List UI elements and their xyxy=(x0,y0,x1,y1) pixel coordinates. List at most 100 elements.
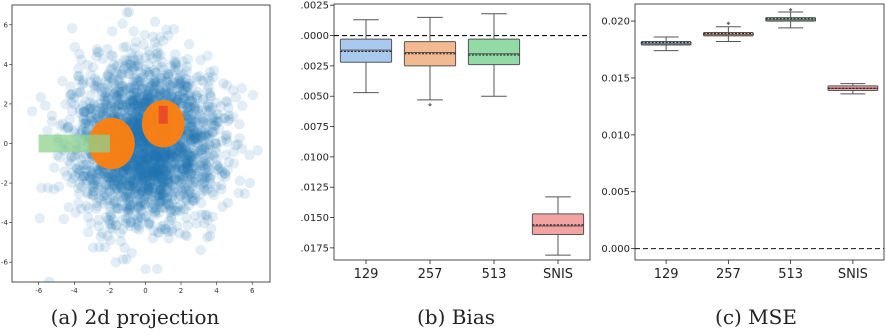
scatter-point xyxy=(181,99,192,110)
x-tick-label: 513 xyxy=(482,267,507,282)
scatter-point xyxy=(185,120,196,131)
scatter-point xyxy=(123,193,134,204)
scatter-point xyxy=(211,154,222,165)
scatter-point xyxy=(186,115,198,127)
scatter-point xyxy=(136,176,147,187)
scatter-point xyxy=(132,87,143,98)
scatter-point xyxy=(156,180,167,191)
scatter-point xyxy=(136,187,147,199)
scatter-point xyxy=(190,133,202,144)
scatter-point xyxy=(148,166,160,178)
scatter-point xyxy=(147,160,159,171)
scatter-point xyxy=(141,152,153,164)
scatter-point xyxy=(182,108,194,119)
scatter-point xyxy=(182,161,193,173)
scatter-point xyxy=(189,131,201,142)
scatter-point xyxy=(147,165,158,176)
scatter-point xyxy=(124,105,135,116)
scatter-point xyxy=(184,168,196,179)
scatter-point xyxy=(112,68,124,80)
scatter-point xyxy=(172,64,184,75)
scatter-point xyxy=(46,110,58,121)
scatter-point xyxy=(223,115,234,127)
scatter-point xyxy=(216,136,228,147)
scatter-point xyxy=(177,146,188,158)
scatter-point xyxy=(121,7,133,18)
scatter-point xyxy=(93,221,105,232)
scatter-point xyxy=(155,49,166,61)
scatter-point xyxy=(130,36,142,47)
scatter-point xyxy=(129,88,140,99)
scatter-point xyxy=(167,180,178,191)
scatter-point xyxy=(185,187,197,198)
scatter-point xyxy=(140,52,151,63)
scatter-point xyxy=(130,222,142,234)
scatter-point xyxy=(120,110,132,121)
scatter-point xyxy=(73,183,84,194)
scatter-point xyxy=(80,96,91,107)
scatter-point xyxy=(196,125,207,137)
scatter-point xyxy=(204,230,216,242)
scatter-point xyxy=(205,170,217,181)
scatter-point xyxy=(142,92,154,103)
scatter-point xyxy=(105,209,116,221)
scatter-point xyxy=(151,49,162,60)
scatter-point xyxy=(165,154,176,166)
scatter-point xyxy=(145,163,157,174)
scatter-point xyxy=(130,161,142,172)
scatter-point xyxy=(203,164,215,175)
scatter-point xyxy=(124,180,135,191)
scatter-point xyxy=(184,185,195,197)
scatter-point xyxy=(192,93,203,104)
scatter-point xyxy=(149,146,161,158)
scatter-point xyxy=(169,91,181,103)
scatter-point xyxy=(140,149,152,160)
scatter-point xyxy=(203,140,215,151)
scatter-point xyxy=(132,101,143,112)
scatter-point xyxy=(182,155,193,166)
scatter-point xyxy=(118,99,129,110)
scatter-point xyxy=(149,37,161,49)
scatter-point xyxy=(156,73,167,84)
scatter-point xyxy=(203,106,215,117)
scatter-point xyxy=(186,135,197,146)
scatter-point xyxy=(130,188,141,199)
scatter-point xyxy=(154,82,165,94)
scatter-point xyxy=(138,69,149,80)
scatter-point xyxy=(131,128,143,139)
scatter-point xyxy=(161,174,172,185)
scatter-point xyxy=(83,103,94,114)
scatter-point xyxy=(279,123,289,133)
scatter-point xyxy=(108,78,119,89)
scatter-point xyxy=(132,121,144,133)
scatter-point xyxy=(120,85,132,96)
scatter-point xyxy=(152,41,163,53)
scatter-point xyxy=(170,194,181,205)
scatter-point xyxy=(112,176,123,187)
scatter-point xyxy=(172,144,183,155)
scatter-point xyxy=(141,175,152,186)
scatter-point xyxy=(194,70,205,82)
scatter-point xyxy=(150,161,161,173)
scatter-point xyxy=(202,100,213,112)
scatter-point xyxy=(95,195,107,206)
scatter-point xyxy=(185,139,197,150)
scatter-point xyxy=(81,200,92,212)
scatter-point xyxy=(182,219,194,231)
scatter-point xyxy=(112,203,123,214)
scatter-point xyxy=(133,92,144,103)
scatter-point xyxy=(162,177,173,188)
scatter-point xyxy=(148,75,160,87)
scatter-point xyxy=(129,158,140,170)
scatter-point xyxy=(191,90,203,101)
scatter-point xyxy=(207,111,218,122)
scatter-point xyxy=(91,172,102,183)
scatter-point xyxy=(157,161,169,173)
scatter-point xyxy=(80,106,91,118)
scatter-point xyxy=(154,72,166,84)
scatter-point xyxy=(111,183,122,194)
scatter-point xyxy=(145,178,156,190)
scatter-point xyxy=(158,165,169,176)
scatter-point xyxy=(130,158,142,169)
scatter-point xyxy=(186,80,198,92)
